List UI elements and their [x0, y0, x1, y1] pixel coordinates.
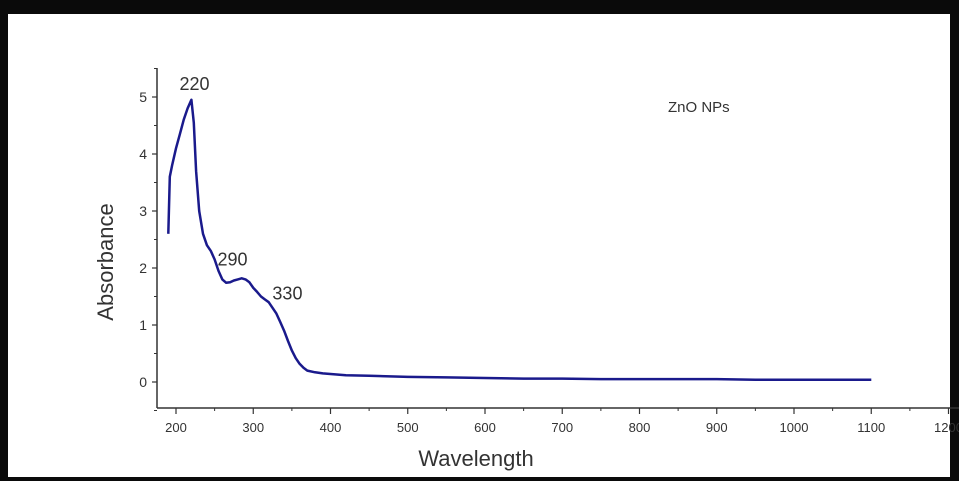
- annotations: 220 290 330: [179, 74, 302, 304]
- y-tick-label: 0: [139, 374, 147, 390]
- figure-border-right: [950, 0, 959, 481]
- series-line-zno-nps: [167, 98, 872, 381]
- peak-label: 290: [218, 249, 248, 269]
- figure-border-left: [0, 0, 8, 481]
- x-ticks: 200 300 400 500 600 700 800 900 1000 1100 1200: [165, 408, 959, 435]
- x-tick-label: 900: [706, 420, 728, 435]
- figure-border-bottom: [0, 477, 959, 481]
- x-tick-label: 200: [165, 420, 187, 435]
- y-tick-label: 3: [139, 203, 147, 219]
- x-tick-label: 500: [397, 420, 419, 435]
- legend-label: ZnO NPs: [668, 99, 730, 116]
- y-axis-label: Absorbance: [93, 203, 118, 320]
- x-tick-label: 800: [629, 420, 651, 435]
- x-tick-label: 1100: [857, 420, 885, 435]
- peak-label: 330: [272, 284, 302, 304]
- y-tick-label: 5: [139, 89, 147, 105]
- y-tick-label: 2: [139, 260, 147, 276]
- plot-area: 0 1 2 3 4 5 200 300 400 500 600 700 800 900 1000 1100 1…: [139, 68, 959, 435]
- x-axis-label: Wavelength: [418, 446, 533, 471]
- x-tick-label: 600: [474, 420, 496, 435]
- peak-label: 220: [179, 74, 209, 94]
- y-ticks: 0 1 2 3 4 5: [139, 68, 157, 411]
- x-tick-label: 400: [320, 420, 342, 435]
- x-tick-label: 1200: [934, 420, 959, 435]
- x-tick-label: 300: [242, 420, 264, 435]
- x-tick-label: 700: [551, 420, 573, 435]
- x-tick-label: 1000: [780, 420, 809, 435]
- figure-border-top: [0, 0, 959, 14]
- y-tick-label: 1: [139, 317, 147, 333]
- y-tick-label: 4: [139, 146, 147, 162]
